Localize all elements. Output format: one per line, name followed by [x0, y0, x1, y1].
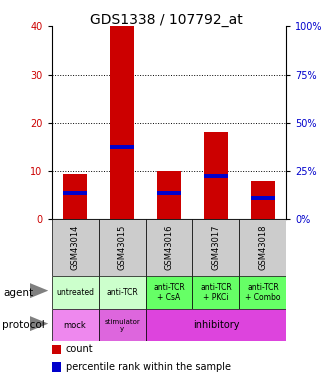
Text: GSM43018: GSM43018: [258, 225, 267, 270]
Bar: [52, 309, 99, 341]
Text: anti-TCR
+ PKCi: anti-TCR + PKCi: [200, 283, 232, 302]
Bar: [52, 276, 99, 309]
Bar: [99, 309, 146, 341]
Text: percentile rank within the sample: percentile rank within the sample: [66, 362, 231, 372]
Text: GSM43017: GSM43017: [211, 225, 220, 270]
Text: anti-TCR
+ CsA: anti-TCR + CsA: [153, 283, 185, 302]
Text: inhibitory: inhibitory: [193, 320, 239, 330]
Bar: [52, 345, 61, 354]
Bar: [157, 171, 181, 219]
Bar: [146, 276, 192, 309]
Bar: [204, 132, 228, 219]
Bar: [239, 219, 286, 276]
Bar: [157, 191, 181, 195]
Text: untreated: untreated: [56, 288, 94, 297]
Bar: [239, 276, 286, 309]
Text: protocol: protocol: [2, 321, 44, 330]
Text: count: count: [66, 344, 93, 354]
Bar: [204, 174, 228, 178]
Bar: [52, 362, 61, 372]
Bar: [192, 219, 239, 276]
Text: GSM43014: GSM43014: [71, 225, 80, 270]
Bar: [146, 309, 286, 341]
Bar: [251, 196, 275, 200]
Text: mock: mock: [64, 321, 87, 330]
Bar: [146, 219, 192, 276]
Bar: [251, 181, 275, 219]
Text: GDS1338 / 107792_at: GDS1338 / 107792_at: [90, 13, 243, 27]
Bar: [99, 219, 146, 276]
Polygon shape: [30, 316, 48, 331]
Text: GSM43016: GSM43016: [165, 225, 173, 270]
Text: GSM43015: GSM43015: [118, 225, 127, 270]
Bar: [110, 26, 134, 219]
Bar: [63, 191, 87, 195]
Text: agent: agent: [3, 288, 33, 297]
Bar: [52, 219, 99, 276]
Bar: [110, 145, 134, 149]
Text: anti-TCR: anti-TCR: [106, 288, 138, 297]
Bar: [63, 174, 87, 219]
Text: anti-TCR
+ Combo: anti-TCR + Combo: [245, 283, 281, 302]
Bar: [192, 276, 239, 309]
Bar: [99, 276, 146, 309]
Text: stimulator
y: stimulator y: [104, 319, 140, 332]
Polygon shape: [30, 283, 48, 298]
